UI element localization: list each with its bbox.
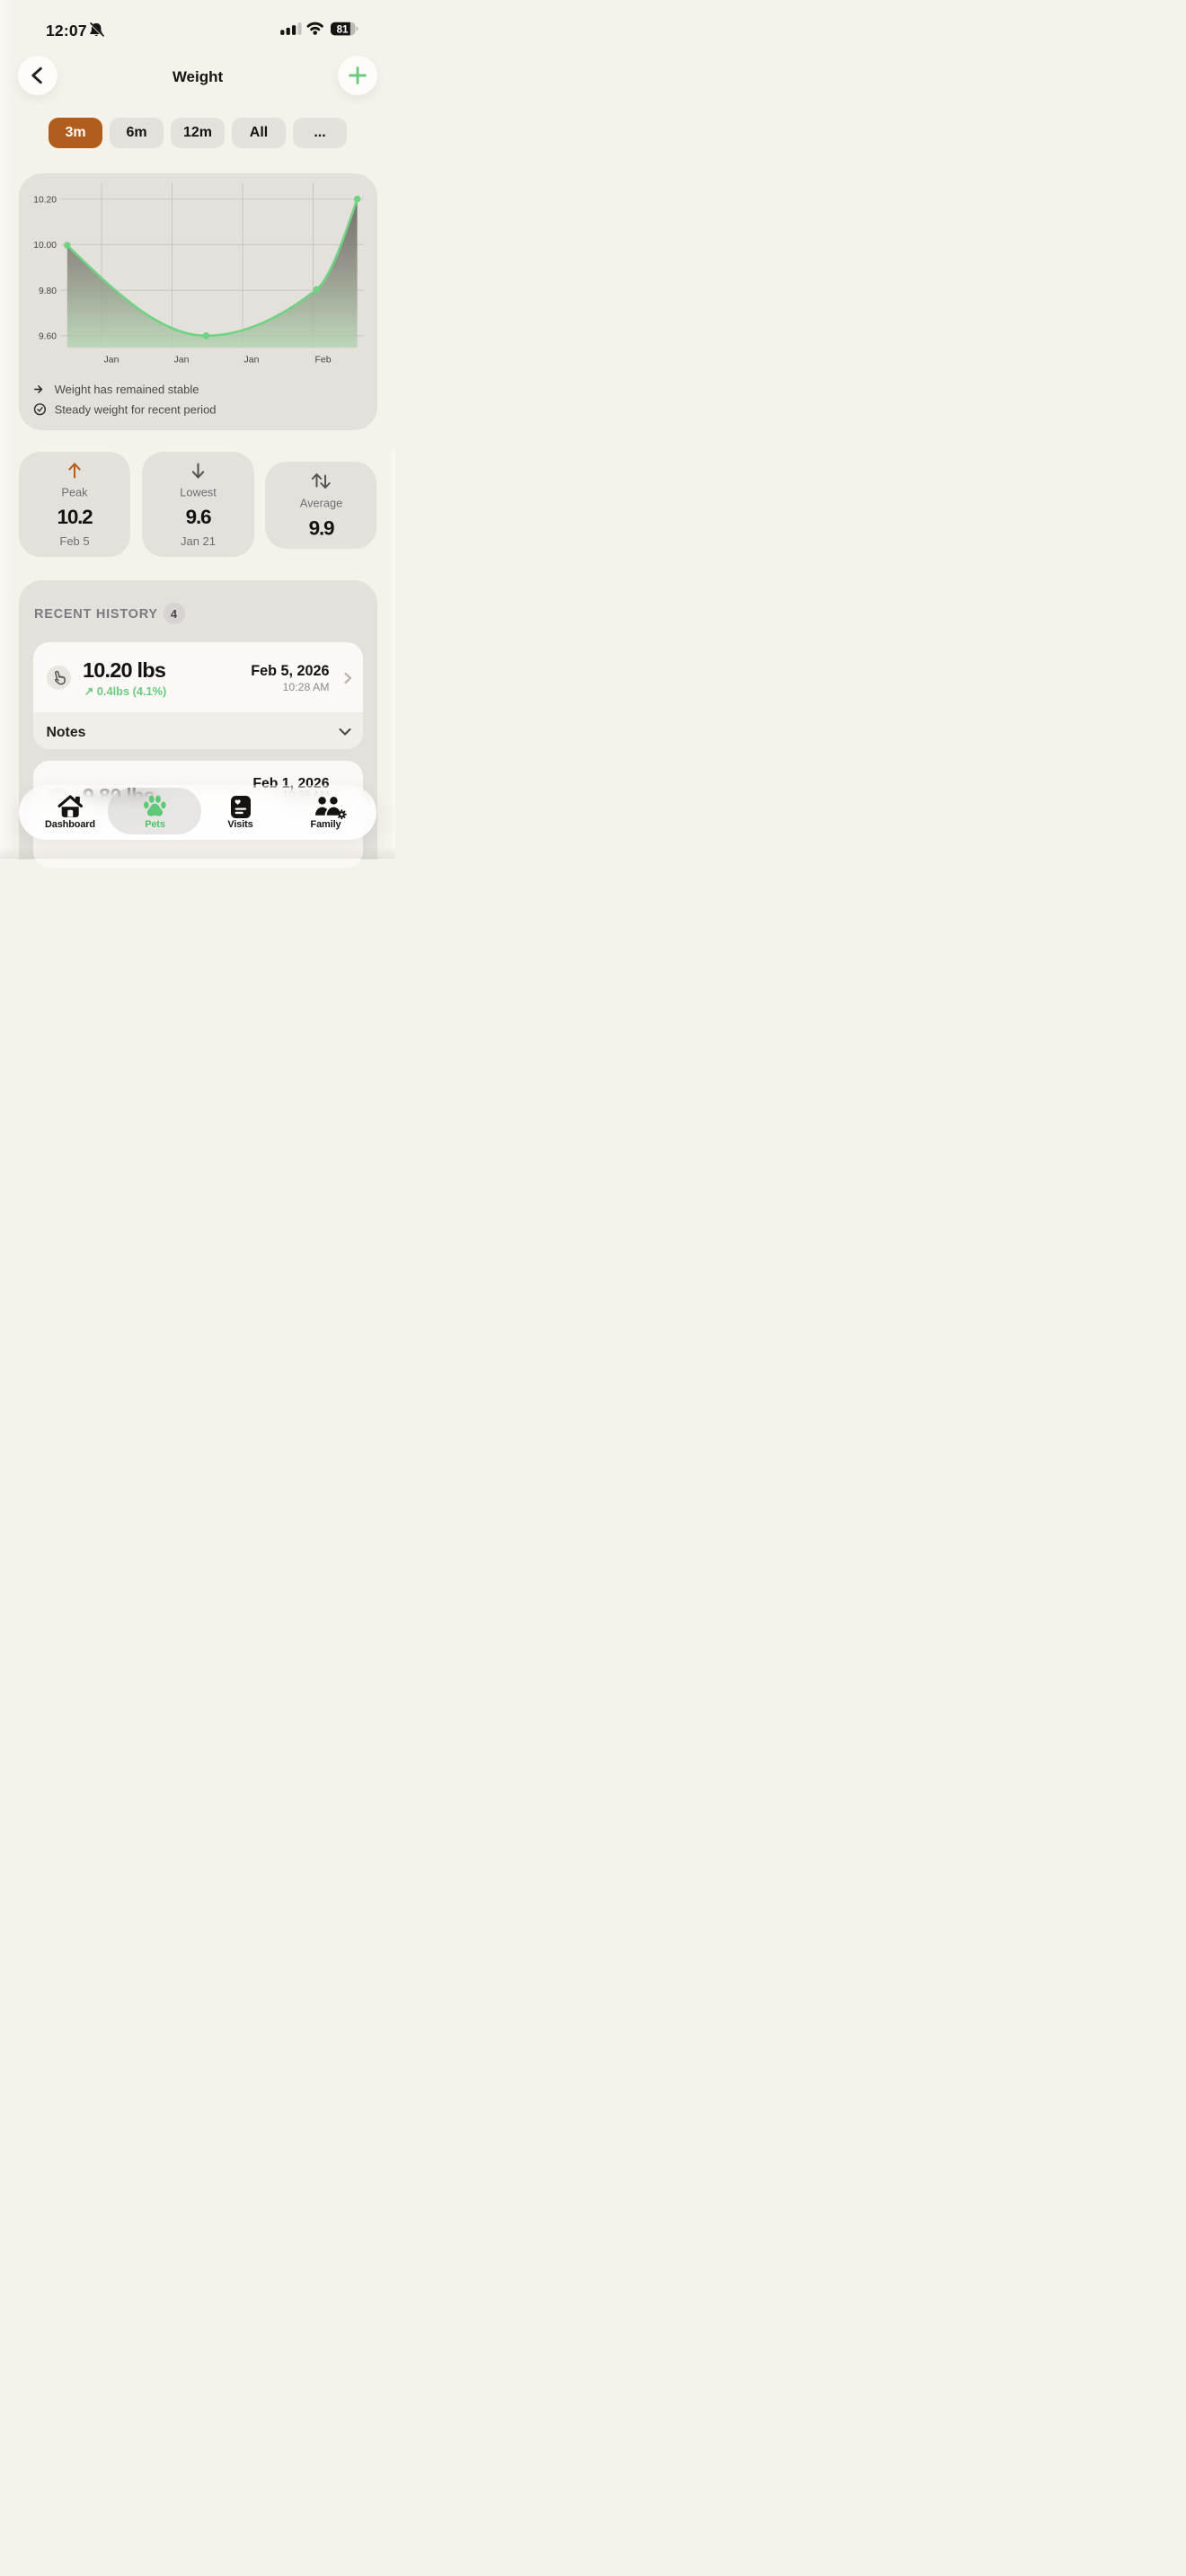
svg-text:Jan: Jan bbox=[244, 355, 260, 366]
svg-text:Steady weight for recent perio: Steady weight for recent period bbox=[55, 402, 217, 416]
svg-text:9.9: 9.9 bbox=[308, 516, 333, 539]
svg-text:Jan: Jan bbox=[174, 355, 190, 366]
svg-text:Jan: Jan bbox=[104, 355, 119, 366]
svg-text:9.6: 9.6 bbox=[185, 506, 210, 528]
svg-text:Peak: Peak bbox=[61, 485, 88, 498]
svg-text:81: 81 bbox=[337, 24, 349, 35]
svg-text:9.60: 9.60 bbox=[39, 332, 57, 342]
svg-text:9.80: 9.80 bbox=[39, 287, 57, 296]
svg-text:10.20: 10.20 bbox=[33, 195, 57, 205]
svg-text:10.2: 10.2 bbox=[58, 506, 93, 528]
svg-text:Feb: Feb bbox=[314, 355, 331, 366]
svg-text:Lowest: Lowest bbox=[180, 485, 217, 498]
svg-text:Weight has remained stable: Weight has remained stable bbox=[55, 383, 199, 396]
svg-text:Average: Average bbox=[299, 496, 341, 509]
svg-text:Jan 21: Jan 21 bbox=[181, 534, 216, 548]
svg-text:Feb 5: Feb 5 bbox=[59, 534, 89, 548]
svg-text:10.00: 10.00 bbox=[33, 241, 57, 251]
